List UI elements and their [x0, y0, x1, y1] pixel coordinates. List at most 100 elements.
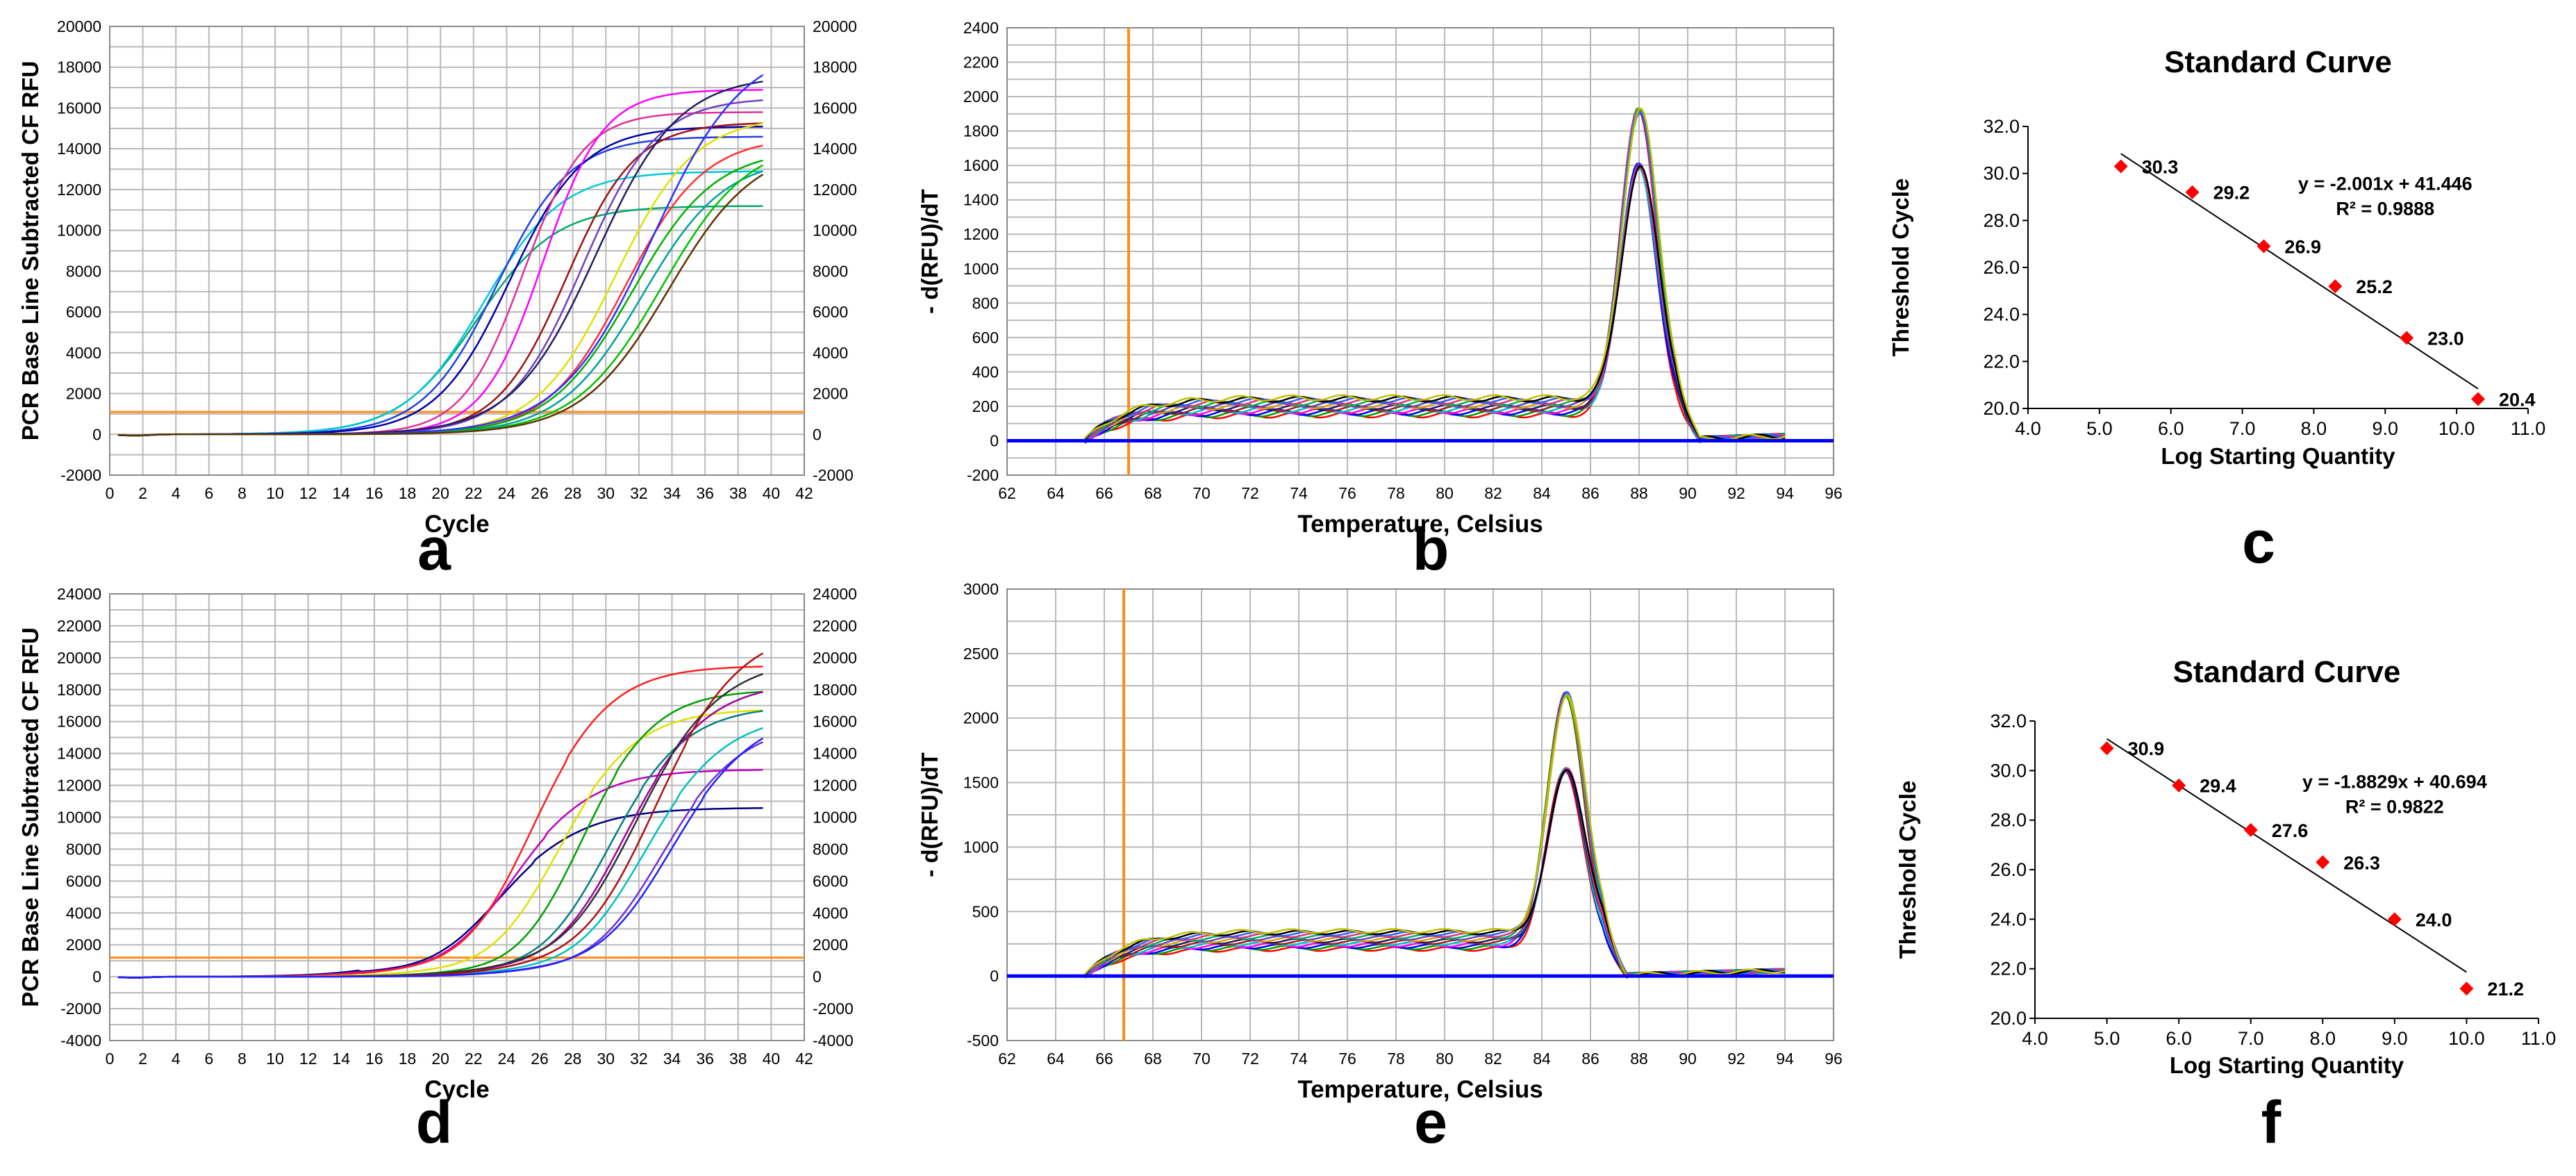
y-axis-title: PCR Base Line Subtracted CF RFU — [17, 627, 43, 1007]
x-tick-label: 30 — [597, 1050, 615, 1068]
x-tick-label: 12 — [299, 1050, 317, 1068]
x-tick-label: 76 — [1338, 484, 1356, 502]
x-tick-label: 66 — [1095, 484, 1113, 502]
x-tick-label: 80 — [1436, 484, 1454, 502]
x-tick-label: 66 — [1095, 1050, 1113, 1068]
chart-panel-b: b 62 64 66 68 70 72 74 76 78 80 82 84 86 88 90 92 94 96 -20… — [917, 19, 1843, 583]
x-tick-label: 0 — [106, 1050, 115, 1068]
x-tick-label: 92 — [1727, 484, 1745, 502]
x-tick-label: 22 — [465, 1050, 483, 1068]
x-tick-label: 42 — [795, 484, 813, 502]
data-point — [2471, 392, 2485, 406]
x-tick-label: 72 — [1241, 484, 1259, 502]
x-tick-label: 88 — [1630, 1050, 1648, 1068]
x-tick-label: 94 — [1776, 1050, 1794, 1068]
x-axis-title: Cycle — [424, 511, 489, 538]
data-label: 26.9 — [2284, 237, 2321, 258]
y-tick-label: 26.0 — [1990, 859, 2027, 880]
x-tick-label: 11.0 — [2521, 1028, 2557, 1049]
y-tick-label: 30.0 — [1990, 760, 2027, 781]
x-tick-label: 22 — [465, 484, 483, 502]
y-tick-label: 4000 — [66, 904, 101, 922]
x-tick-label: 84 — [1533, 1050, 1551, 1068]
chart-panel-a: a0 2 4 6 8 10 12 14 16 18 20 22 24 26 28 30 32 34 36 38 40 42… — [17, 17, 857, 583]
x-tick-label: 42 — [795, 1050, 813, 1068]
y-tick-label: 8000 — [66, 262, 101, 280]
data-point — [2185, 185, 2200, 199]
y-tick-label: 14000 — [57, 140, 101, 158]
x-tick-label: 78 — [1387, 484, 1405, 502]
y-tick-label: -500 — [967, 1032, 999, 1050]
y-tick-label-right: 6000 — [813, 303, 848, 321]
x-tick-label: 20 — [431, 1050, 449, 1068]
panel-letter-d: d — [416, 1089, 453, 1156]
plot-area — [1007, 589, 1834, 1041]
x-tick-label: 74 — [1290, 484, 1308, 502]
y-axis-title: - d(RFU)/dT — [917, 752, 942, 877]
x-tick-label: 4 — [172, 484, 181, 502]
x-tick-label: 18 — [399, 1050, 417, 1068]
x-tick-label: 16 — [365, 484, 383, 502]
plot-frame — [1006, 27, 1834, 476]
plot-frame — [1006, 588, 1834, 1041]
y-tick-label: 1000 — [963, 838, 999, 856]
y-tick-label: 200 — [972, 397, 999, 415]
x-tick-label: 5.0 — [2094, 1028, 2120, 1049]
y-tick-label-right: 18000 — [813, 58, 857, 76]
x-tick-label: 20 — [431, 484, 449, 502]
x-tick-label: 7.0 — [2229, 418, 2256, 439]
y-tick-label: 0 — [990, 431, 999, 449]
y-tick-label: 6000 — [66, 872, 101, 890]
y-tick-label: 22000 — [57, 617, 101, 635]
x-tick-label: 28 — [564, 1050, 582, 1068]
x-tick-label: 76 — [1338, 1050, 1356, 1068]
y-tick-label-right: 16000 — [813, 99, 857, 117]
plot-frame — [109, 593, 805, 1041]
r-squared-label: R² = 0.9822 — [2345, 796, 2444, 817]
y-tick-label: 22.0 — [1990, 959, 2027, 979]
x-tick-label: 32 — [630, 1050, 648, 1068]
chart-title: Standard Curve — [2173, 655, 2401, 689]
x-tick-label: 26 — [531, 484, 549, 502]
y-tick-label: 2000 — [963, 88, 999, 106]
x-tick-label: 88 — [1630, 484, 1648, 502]
y-tick-label: 14000 — [57, 745, 101, 763]
x-tick-label: 12 — [299, 484, 317, 502]
y-tick-label: 20.0 — [1983, 398, 2020, 419]
y-tick-label-right: 6000 — [813, 872, 848, 890]
data-point — [2316, 855, 2330, 870]
data-label: 30.9 — [2128, 738, 2165, 759]
trendline — [2106, 738, 2467, 973]
y-tick-label-right: 10000 — [813, 222, 857, 240]
amplification-curve-12 — [117, 737, 764, 979]
x-tick-label: 6.0 — [2166, 1028, 2192, 1049]
y-tick-label-right: 2000 — [813, 936, 848, 954]
y-tick-label: 1200 — [963, 225, 999, 243]
x-axis-title: Temperature, Celsius — [1297, 1076, 1543, 1103]
x-tick-label: 11.0 — [2511, 418, 2546, 439]
x-tick-label: 38 — [729, 1050, 747, 1068]
data-point — [2257, 239, 2271, 254]
x-tick-label: 92 — [1727, 1050, 1745, 1068]
x-tick-label: 5.0 — [2086, 418, 2113, 439]
trendline — [2120, 153, 2479, 390]
y-tick-label: 1400 — [963, 191, 999, 209]
y-tick-label-right: 12000 — [813, 181, 857, 199]
data-label: 24.0 — [2416, 909, 2452, 930]
data-label: 27.6 — [2272, 820, 2309, 841]
y-tick-label-right: 18000 — [813, 681, 857, 699]
y-tick-label: 2000 — [66, 385, 101, 403]
y-axis-title: Threshold Cycle — [1888, 179, 1913, 357]
y-axis-title: PCR Base Line Subtracted CF RFU — [17, 61, 43, 440]
y-tick-label-right: -4000 — [813, 1032, 854, 1050]
x-tick-label: 62 — [998, 1050, 1016, 1068]
y-tick-label-right: 8000 — [813, 262, 848, 280]
plot-area — [110, 652, 804, 979]
y-tick-label: 10000 — [57, 222, 101, 240]
melt-curve-14 — [1084, 107, 1786, 442]
y-tick-label-right: 16000 — [813, 713, 857, 731]
y-tick-label: 30.0 — [1983, 163, 2020, 184]
y-axis-title: Threshold Cycle — [1895, 781, 1920, 959]
data-point — [2243, 822, 2258, 837]
y-tick-label-right: 14000 — [813, 140, 857, 158]
